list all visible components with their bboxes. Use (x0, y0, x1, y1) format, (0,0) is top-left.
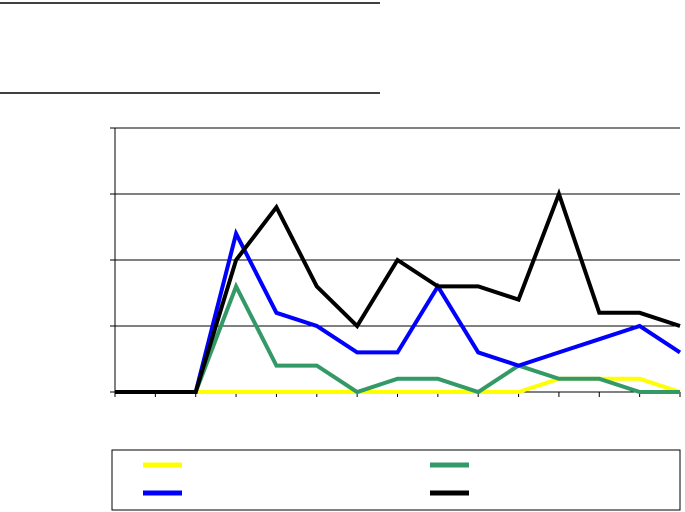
series-line (115, 281, 680, 395)
series-line (115, 188, 681, 394)
series-line (115, 227, 682, 394)
legend (111, 449, 681, 511)
